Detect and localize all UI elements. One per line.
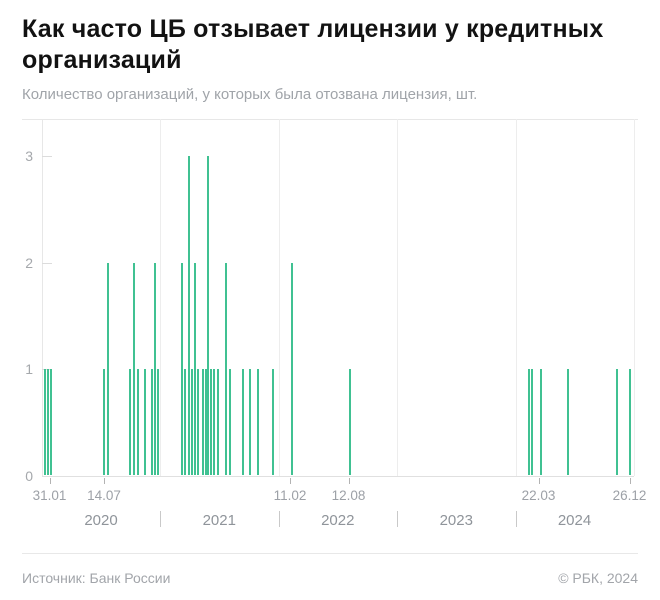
copyright-note: © РБК, 2024 (558, 570, 638, 586)
year-label: 2024 (557, 512, 592, 529)
x-tick-mark (348, 478, 350, 484)
year-gridline (397, 119, 398, 476)
source-note: Источник: Банк России (22, 570, 171, 586)
x-tick-label: 11.02 (273, 488, 307, 503)
bar (50, 369, 52, 475)
bar (181, 263, 183, 475)
footer-divider (22, 553, 638, 554)
bar (202, 369, 204, 475)
year-separator (515, 511, 517, 527)
year-label: 2021 (202, 512, 236, 529)
x-tick-mark (290, 478, 291, 484)
bar (567, 369, 569, 475)
x-tick-mark (538, 478, 540, 484)
y-tick-label: 0 (25, 468, 33, 484)
bar (151, 369, 153, 475)
bar (196, 369, 199, 475)
y-tick-mark (42, 262, 52, 264)
bar (184, 369, 186, 475)
x-tick-mark (104, 478, 105, 484)
x-tick-label: 26.12 (612, 488, 647, 503)
bar (107, 263, 109, 475)
bar (137, 369, 139, 475)
bar (157, 369, 159, 475)
y-tick-label: 2 (25, 254, 33, 271)
year-label: 2020 (84, 512, 118, 529)
bar (629, 369, 631, 475)
bar (144, 369, 146, 475)
bar (528, 369, 530, 475)
bar (190, 369, 193, 475)
plot-top-border (22, 119, 638, 120)
bar (193, 263, 196, 475)
bar (229, 369, 231, 475)
year-gridline (633, 119, 635, 476)
year-label: 2022 (321, 512, 355, 529)
y-axis-line (42, 119, 43, 476)
bar (224, 263, 227, 475)
bar (249, 369, 251, 475)
page-title: Как часто ЦБ отзывает лицензии у кредитн… (22, 15, 604, 74)
bar (153, 263, 156, 475)
bar (213, 369, 215, 475)
year-gridline (278, 119, 280, 476)
x-tick-label: 22.03 (521, 488, 556, 503)
bar (242, 369, 244, 475)
bar (540, 369, 542, 475)
bar (132, 263, 135, 475)
bar (272, 369, 274, 475)
x-axis-line (42, 476, 634, 477)
bar (103, 369, 105, 475)
year-separator (278, 511, 280, 527)
x-tick-label: 14.07 (87, 488, 121, 503)
y-tick-mark (42, 155, 52, 157)
year-separator (160, 511, 161, 527)
y-tick-label: 3 (25, 147, 33, 164)
year-label: 2023 (439, 512, 473, 529)
chart-subtitle: Количество организаций, у которых была о… (22, 86, 478, 103)
bar (290, 263, 293, 475)
bar (616, 369, 618, 475)
bar (349, 369, 351, 475)
year-gridline (515, 119, 517, 476)
bar (207, 156, 209, 475)
bar (217, 369, 219, 475)
bar (531, 369, 533, 475)
x-tick-mark (629, 478, 631, 484)
x-tick-label: 12.08 (331, 488, 366, 503)
year-gridline (160, 119, 161, 476)
bar (204, 369, 207, 475)
bar (129, 369, 131, 475)
x-tick-label: 31.01 (32, 488, 67, 503)
bar (210, 369, 212, 475)
bar (187, 156, 190, 475)
y-tick-label: 1 (25, 361, 33, 378)
bar (47, 369, 49, 475)
bar (257, 369, 259, 475)
x-tick-mark (49, 478, 51, 484)
year-separator (397, 511, 398, 527)
bar (44, 369, 46, 475)
